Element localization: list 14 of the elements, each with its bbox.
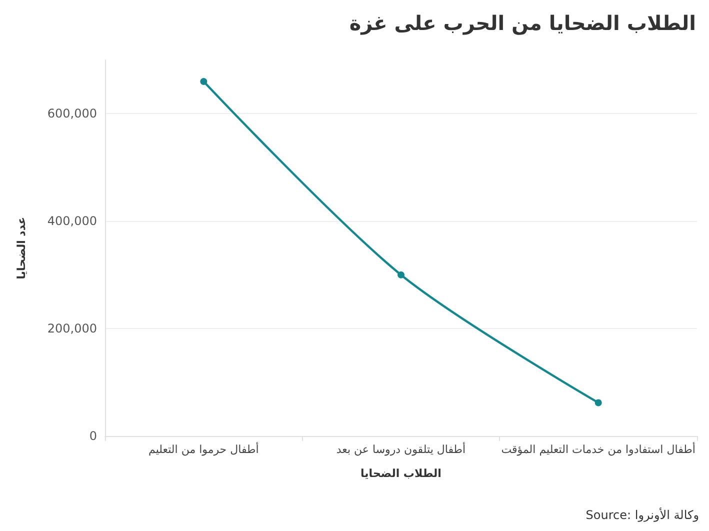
point	[398, 271, 404, 278]
x-tick-label: أطفال يتلقون دروسا عن بعد	[336, 442, 466, 456]
chart-title: الطلاب الضحايا من الحرب على غزة	[349, 11, 696, 35]
y-tick-label: 600,000	[47, 106, 97, 121]
x-tick-label: أطفال حرموا من التعليم	[148, 442, 259, 456]
source-note: Source: وكالة الأونروا	[586, 507, 700, 522]
y-tick-label: 400,000	[47, 214, 97, 228]
x-tick-label: أطفال استفادوا من خدمات التعليم المؤقت	[501, 442, 696, 456]
y-tick-label: 200,000	[47, 322, 97, 336]
point	[594, 399, 602, 406]
y-tick-label: 0	[89, 429, 97, 443]
point	[200, 78, 208, 85]
y-axis-title: عدد الضحايا	[15, 216, 28, 280]
x-axis-title: الطلاب الضحايا	[360, 467, 442, 480]
